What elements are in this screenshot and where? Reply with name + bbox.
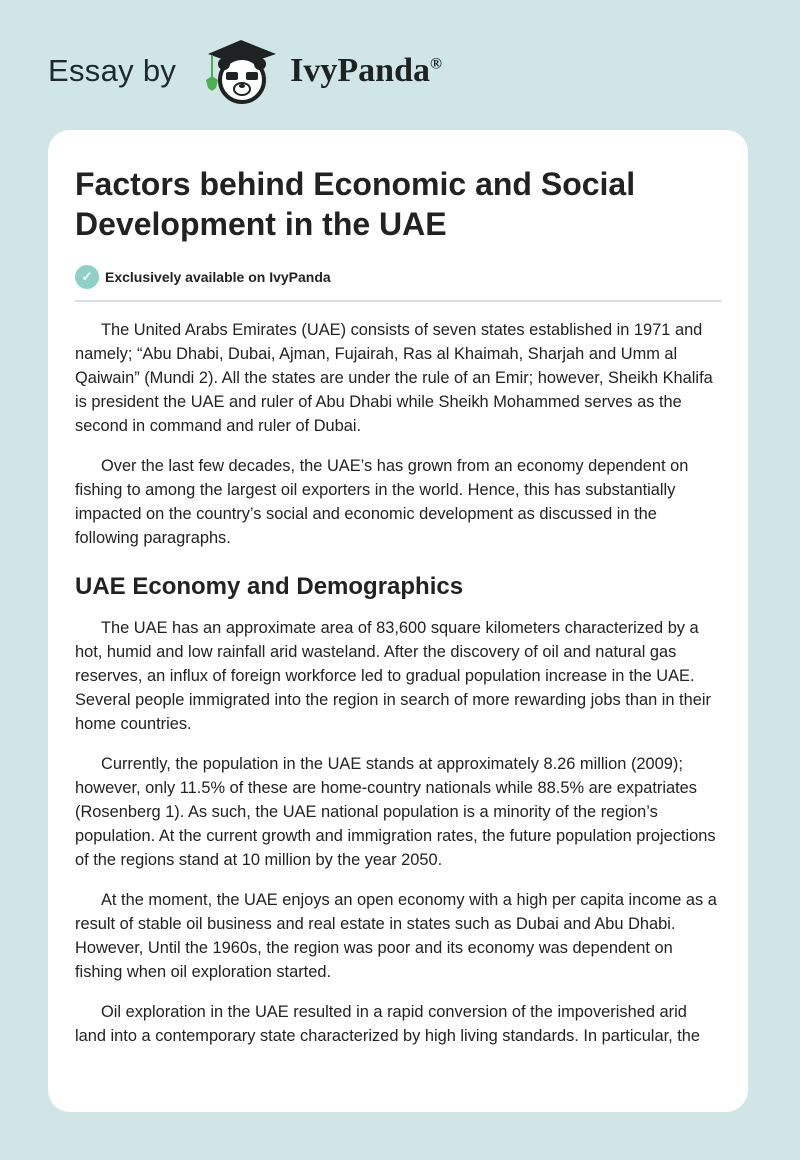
ivypanda-wordmark: IvyPanda® — [290, 52, 442, 89]
paragraph: Over the last few decades, the UAE’s has… — [75, 457, 689, 547]
ivypanda-logo-icon — [206, 40, 277, 104]
exclusive-badge: ✓ Exclusively available on IvyPanda — [75, 265, 722, 289]
check-icon: ✓ — [75, 265, 99, 289]
essay-by-label: Essay by — [48, 53, 177, 88]
paragraph: At the moment, the UAE enjoys an open ec… — [75, 891, 717, 981]
paragraph: The United Arabs Emirates (UAE) consists… — [75, 321, 713, 435]
page-title: Factors behind Economic and Social Devel… — [75, 166, 636, 242]
paragraph: Currently, the population in the UAE sta… — [75, 755, 716, 869]
brand-header: Essay by IvyPanda® — [48, 36, 442, 106]
essay-card: Factors behind Economic and Social Devel… — [48, 130, 748, 1112]
paragraph: The UAE has an approximate area of 83,60… — [75, 619, 711, 733]
divider — [75, 300, 722, 302]
paragraph: Oil exploration in the UAE resulted in a… — [75, 1003, 701, 1045]
exclusive-label: Exclusively available on IvyPanda — [105, 269, 331, 285]
section-heading: UAE Economy and Demographics — [75, 573, 464, 600]
